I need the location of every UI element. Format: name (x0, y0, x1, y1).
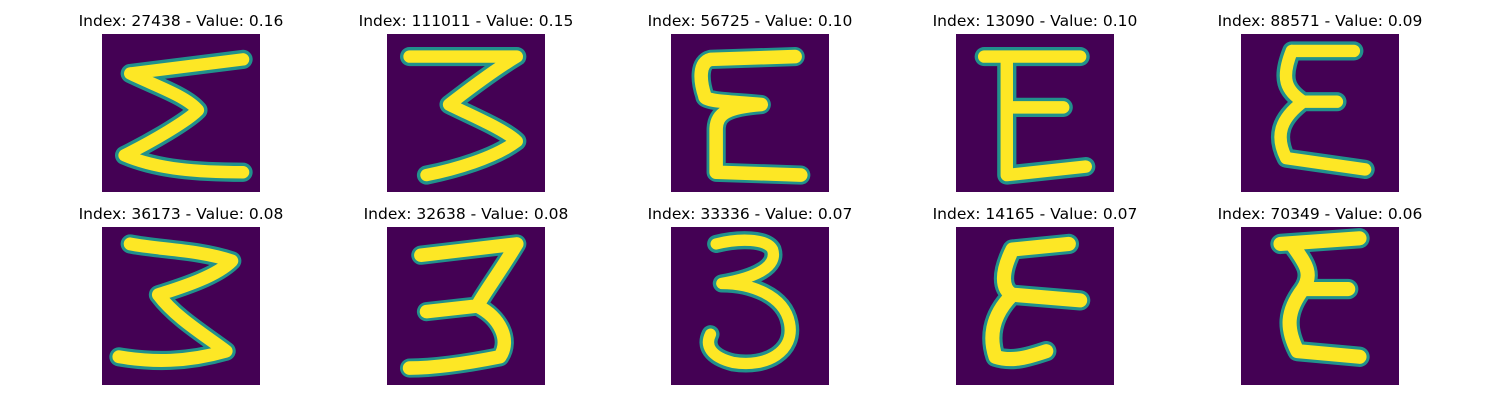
panel-title: Index: 33336 - Value: 0.07 (647, 205, 853, 223)
panel-title: Index: 36173 - Value: 0.08 (78, 205, 284, 223)
digit-image (1241, 227, 1399, 385)
digit-image (102, 34, 260, 192)
panel-title: Index: 32638 - Value: 0.08 (363, 205, 569, 223)
panel-title: Index: 70349 - Value: 0.06 (1217, 205, 1423, 223)
digit-image (387, 227, 545, 385)
digit-image (956, 227, 1114, 385)
panel-title: Index: 88571 - Value: 0.09 (1217, 12, 1423, 30)
panel-title: Index: 14165 - Value: 0.07 (932, 205, 1138, 223)
panel-title: Index: 111011 - Value: 0.15 (358, 12, 574, 30)
digit-image (956, 34, 1114, 192)
digit-image (671, 227, 829, 385)
panel-title: Index: 27438 - Value: 0.16 (78, 12, 284, 30)
digit-image (102, 227, 260, 385)
digit-image (387, 34, 545, 192)
panel-title: Index: 56725 - Value: 0.10 (647, 12, 853, 30)
digit-image (671, 34, 829, 192)
panel-title: Index: 13090 - Value: 0.10 (932, 12, 1138, 30)
digit-image (1241, 34, 1399, 192)
